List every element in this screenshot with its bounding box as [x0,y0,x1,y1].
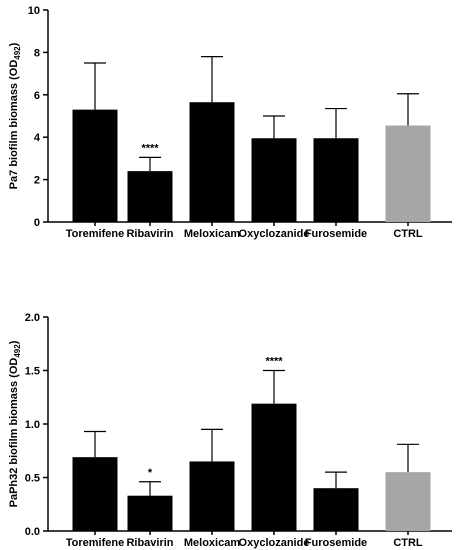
y-axis-label: Pa7 biofilm biomass (OD492) [8,42,22,189]
y-tick-label: 0 [34,217,40,229]
y-tick-label: 1.5 [25,366,40,378]
y-axis-label-subscript: 492 [13,46,22,60]
chart-panel-bottom: 0.0 0.5 1.0 1.5 2.0 PaPh32 biofilm biomass (O… [8,312,452,549]
y-tick-label: 4 [34,132,41,144]
bar [127,171,173,222]
x-tick-label: Furosemide [305,537,367,549]
significance-label: * [148,467,153,479]
y-tick-label: 6 [34,90,40,102]
bar [385,472,431,531]
bar [385,125,431,222]
bar [251,138,297,222]
bar [313,138,359,222]
x-tick-label: Furosemide [305,228,367,240]
y-tick-label: 1.0 [25,419,40,431]
bar [189,461,235,531]
bar [189,102,235,222]
bar [127,495,173,531]
bar [72,109,118,222]
y-axis-label-end: ) [8,340,20,344]
x-tick-label: Meloxicam [184,537,240,549]
y-tick-label: 0.0 [25,526,40,538]
y-axis-label: PaPh32 biofilm biomass (OD492) [8,340,22,507]
y-axis-label-subscript: 492 [13,344,22,358]
x-tick-label: Ribavirin [126,537,173,549]
y-tick-label: 0.5 [25,473,40,485]
x-tick-label: Toremifene [66,228,124,240]
y-axis-label-main: Pa7 biofilm biomass (OD [8,60,20,190]
significance-label: **** [141,142,159,154]
chart-panel-top: 0 2 4 6 8 10 Pa7 biofilm biomass (OD492) Toremi… [8,5,452,240]
significance-label: **** [265,356,283,368]
x-tick-label: Ribavirin [126,228,173,240]
x-tick-label: Meloxicam [184,228,240,240]
y-tick-label: 8 [34,47,40,59]
x-tick-label: Toremifene [66,537,124,549]
bar [251,403,297,531]
x-tick-label: CTRL [393,228,423,240]
bar [72,457,118,531]
x-tick-label: Oxyclozanide [239,537,310,549]
y-tick-label: 2 [34,175,40,187]
y-tick-label: 2.0 [25,312,40,324]
x-tick-label: Oxyclozanide [239,228,310,240]
y-axis-label-main: PaPh32 biofilm biomass (OD [8,358,20,508]
y-axis-label-end: ) [8,42,20,46]
y-tick-label: 10 [28,5,40,17]
x-tick-label: CTRL [393,537,423,549]
bar [313,488,359,531]
